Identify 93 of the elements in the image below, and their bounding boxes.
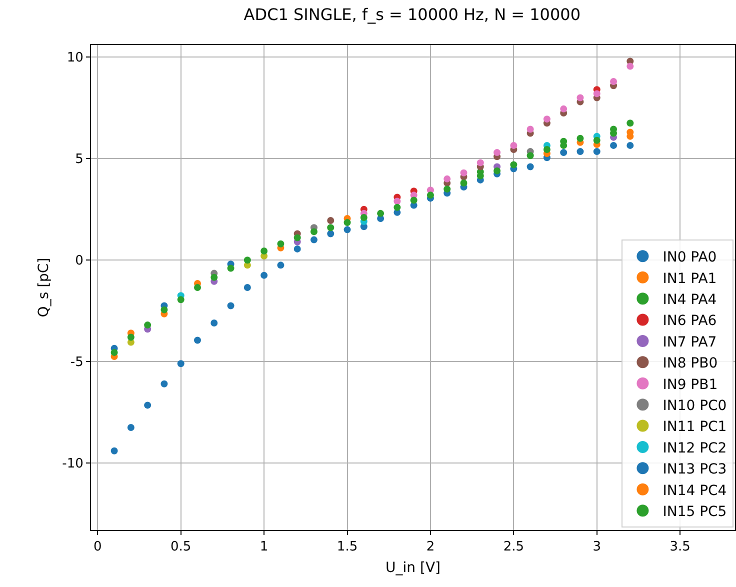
y-tick-label: -5 [70, 355, 84, 370]
point [344, 219, 351, 226]
point [277, 240, 284, 248]
point [144, 322, 152, 329]
x-tick-label: 0 [94, 540, 102, 555]
x-tick-label: 3 [592, 540, 602, 555]
point [593, 90, 600, 98]
point [526, 126, 534, 133]
point [160, 380, 168, 388]
point [177, 296, 184, 304]
point [260, 272, 268, 279]
point [244, 284, 251, 291]
point [227, 302, 234, 310]
point [360, 214, 368, 221]
legend-label: IN11 PC1 [662, 419, 727, 436]
point [260, 247, 268, 254]
point [210, 274, 218, 281]
y-tick-label: 10 [66, 50, 84, 66]
x-tick-label: 0.5 [170, 540, 192, 555]
point [526, 152, 534, 160]
legend-label: IN9 PB1 [662, 376, 718, 393]
x-tick-label: 1.5 [336, 540, 358, 555]
point [377, 210, 384, 217]
point [576, 148, 584, 156]
point [576, 134, 584, 142]
y-axis-title: Q_s [pC] [36, 258, 52, 318]
point [510, 142, 518, 149]
point [127, 334, 134, 341]
legend-label: IN6 PA6 [662, 313, 717, 330]
point [593, 136, 600, 144]
point [327, 217, 334, 224]
x-tick-label: 2.5 [503, 540, 524, 555]
point [560, 149, 568, 156]
point [526, 163, 534, 170]
legend-label: IN15 PC5 [662, 504, 727, 520]
point [426, 192, 434, 199]
point [476, 159, 484, 166]
point [177, 360, 184, 368]
point [610, 78, 618, 86]
chart-title: ADC1 SINGLE, f_s = 10000 Hz, N = 10000 [244, 5, 581, 24]
point [394, 204, 401, 211]
y-tick-label: -10 [62, 456, 84, 472]
point [194, 284, 201, 291]
point [277, 262, 284, 269]
legend-label: IN12 PC2 [662, 440, 727, 456]
point [444, 175, 451, 182]
point [593, 148, 600, 156]
point [327, 230, 334, 238]
point [460, 179, 468, 186]
point [610, 142, 618, 149]
point [626, 142, 634, 149]
point [494, 149, 501, 156]
x-axis-title: U_in [V] [386, 560, 440, 576]
legend-label: IN14 PC4 [662, 482, 727, 499]
y-tick-label: 5 [75, 152, 84, 168]
point [460, 169, 468, 176]
point [510, 161, 518, 168]
x-tick-label: 1 [260, 540, 268, 555]
point [227, 264, 234, 272]
legend-label: IN1 PA1 [662, 270, 717, 287]
legend-label: IN10 PC0 [662, 398, 727, 414]
point [294, 245, 301, 252]
point [344, 226, 351, 234]
point [310, 236, 318, 244]
point [160, 306, 168, 314]
point [494, 167, 501, 174]
point [444, 186, 451, 193]
point [626, 62, 634, 70]
point [626, 120, 634, 127]
point [394, 198, 401, 205]
point [110, 348, 118, 356]
legend-label: IN0 PA0 [662, 250, 717, 266]
point [144, 402, 152, 409]
legend-label: IN13 PC3 [662, 462, 727, 478]
x-tick-label: 2 [426, 540, 435, 555]
x-tick-label: 3.5 [670, 540, 690, 555]
legend-label: IN7 PA7 [662, 334, 717, 350]
legend-label: IN8 PB0 [662, 356, 718, 372]
point [543, 116, 550, 123]
point [410, 196, 418, 204]
point [294, 234, 301, 242]
point [127, 424, 134, 432]
point [244, 256, 251, 264]
point [543, 146, 550, 154]
point [576, 94, 584, 102]
legend-label: IN4 PA4 [662, 292, 717, 308]
point [560, 105, 568, 112]
y-tick-label: 0 [75, 254, 84, 269]
point [194, 336, 201, 344]
point [110, 447, 118, 454]
point [210, 320, 218, 327]
point [327, 224, 334, 232]
point [310, 228, 318, 236]
